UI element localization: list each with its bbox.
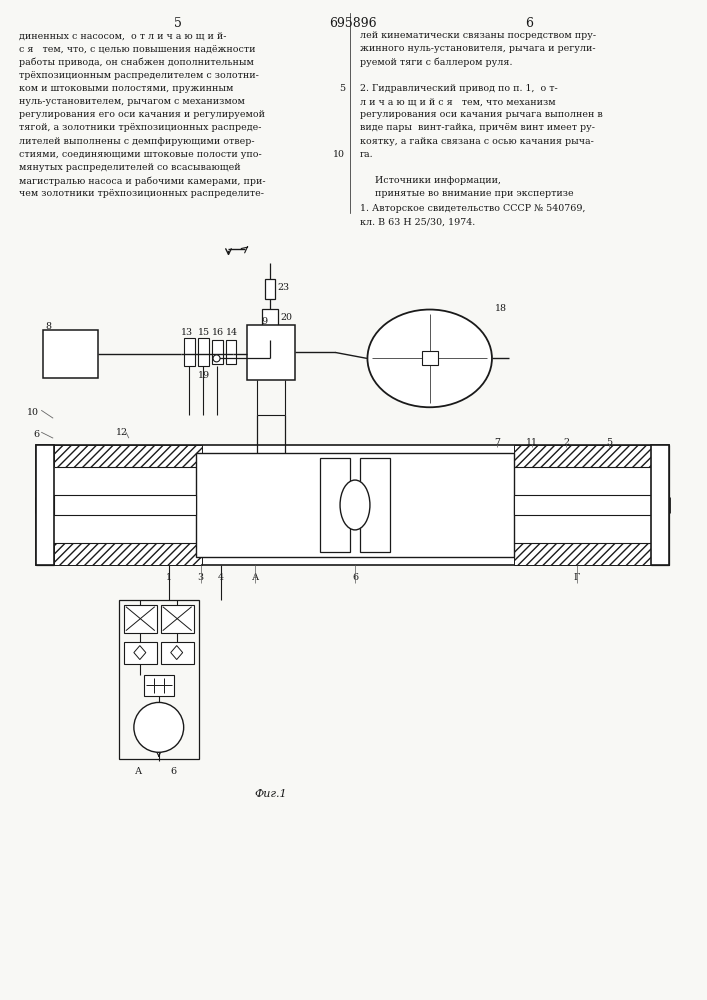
- Circle shape: [134, 702, 184, 752]
- Text: с я   тем, что, с целью повышения надёжности: с я тем, что, с целью повышения надёжнос…: [19, 44, 256, 53]
- Text: 12: 12: [116, 428, 128, 437]
- Text: 13: 13: [181, 328, 193, 337]
- Text: А: А: [135, 767, 143, 776]
- Bar: [119, 600, 199, 759]
- Ellipse shape: [368, 310, 492, 407]
- Text: 1: 1: [165, 573, 172, 582]
- Text: 18: 18: [494, 304, 506, 313]
- Text: кл. В 63 Н 25/30, 1974.: кл. В 63 Н 25/30, 1974.: [360, 218, 475, 227]
- Text: регулирования оси качания рычага выполнен в: регулирования оси качания рычага выполне…: [360, 110, 603, 119]
- Text: коятку, а гайка связана с осью качания рыча-: коятку, а гайка связана с осью качания р…: [360, 137, 594, 146]
- Bar: [184, 338, 194, 366]
- Text: 6: 6: [170, 767, 177, 776]
- Text: чем золотники трёхпозиционных распределите-: чем золотники трёхпозиционных распредели…: [19, 189, 264, 198]
- Text: принятые во внимание при экспертизе: принятые во внимание при экспертизе: [360, 189, 573, 198]
- Text: жинного нуль-установителя, рычага и регули-: жинного нуль-установителя, рычага и регу…: [360, 44, 595, 53]
- Polygon shape: [170, 646, 182, 660]
- Bar: [54, 495, 196, 515]
- Circle shape: [213, 355, 220, 362]
- Bar: [651, 445, 669, 565]
- Text: 23: 23: [277, 283, 289, 292]
- Text: Фиг.1: Фиг.1: [254, 789, 286, 799]
- Bar: [160, 642, 194, 664]
- Bar: [515, 495, 651, 515]
- Bar: [651, 445, 669, 565]
- Bar: [54, 543, 201, 565]
- Text: 4: 4: [218, 573, 223, 582]
- Text: л и ч а ю щ и й с я   тем, что механизм: л и ч а ю щ и й с я тем, что механизм: [360, 97, 556, 106]
- Text: га.: га.: [360, 150, 373, 159]
- Text: 3: 3: [197, 573, 204, 582]
- Text: диненных с насосом,  о т л и ч а ю щ и й-: диненных с насосом, о т л и ч а ю щ и й-: [19, 31, 227, 40]
- Text: 6: 6: [33, 430, 40, 439]
- Text: А: А: [252, 573, 259, 582]
- Bar: [198, 338, 209, 366]
- Text: регулирования его оси качания и регулируемой: регулирования его оси качания и регулиру…: [19, 110, 265, 119]
- Text: мянутых распределителей со всасывающей: мянутых распределителей со всасывающей: [19, 163, 241, 172]
- Text: тягой, а золотники трёхпозиционных распреде-: тягой, а золотники трёхпозиционных распр…: [19, 123, 262, 132]
- Bar: [211, 340, 223, 364]
- Bar: [265, 279, 275, 299]
- Ellipse shape: [340, 480, 370, 530]
- Text: 7: 7: [494, 438, 501, 447]
- Text: Г: Г: [574, 573, 580, 582]
- Bar: [196, 453, 515, 557]
- Text: 2. Гидравлический привод по п. 1,  о т-: 2. Гидравлический привод по п. 1, о т-: [360, 84, 558, 93]
- Text: Источники информации,: Источники информации,: [360, 176, 501, 185]
- Text: лей кинематически связаны посредством пру-: лей кинематически связаны посредством пр…: [360, 31, 596, 40]
- Circle shape: [425, 353, 435, 363]
- Bar: [36, 445, 54, 565]
- Bar: [43, 330, 98, 378]
- Text: 6: 6: [352, 573, 358, 582]
- Text: 19: 19: [198, 371, 210, 380]
- Bar: [515, 467, 651, 543]
- Text: 5: 5: [174, 17, 182, 30]
- Bar: [247, 325, 296, 380]
- Text: 14: 14: [226, 328, 238, 337]
- Text: 6: 6: [525, 17, 533, 30]
- Text: 5: 5: [339, 84, 345, 93]
- Text: 15: 15: [198, 328, 210, 337]
- Text: магистралью насоса и рабочими камерами, при-: магистралью насоса и рабочими камерами, …: [19, 176, 266, 186]
- Text: 1. Авторское свидетельство СССР № 540769,: 1. Авторское свидетельство СССР № 540769…: [360, 204, 585, 213]
- Text: 10: 10: [28, 408, 40, 417]
- Text: 5: 5: [606, 438, 612, 447]
- Bar: [515, 445, 651, 467]
- Bar: [320, 458, 350, 552]
- Polygon shape: [134, 646, 146, 660]
- Text: 8: 8: [45, 322, 51, 331]
- Text: 20: 20: [280, 313, 292, 322]
- Bar: [226, 340, 236, 364]
- Bar: [422, 351, 438, 365]
- Text: руемой тяги с баллером руля.: руемой тяги с баллером руля.: [360, 58, 513, 67]
- Bar: [36, 445, 54, 565]
- Text: 9: 9: [262, 317, 267, 326]
- Text: нуль-установителем, рычагом с механизмом: нуль-установителем, рычагом с механизмом: [19, 97, 245, 106]
- Bar: [262, 309, 279, 340]
- Bar: [36, 445, 669, 565]
- Text: трёхпозиционным распределителем с золотни-: трёхпозиционным распределителем с золотн…: [19, 71, 259, 80]
- Bar: [144, 675, 174, 696]
- Text: 695896: 695896: [329, 17, 377, 30]
- Text: 2: 2: [563, 438, 569, 447]
- Text: 10: 10: [333, 150, 345, 159]
- Text: лителей выполнены с демпфирующими отвер-: лителей выполнены с демпфирующими отвер-: [19, 137, 255, 146]
- Text: стиями, соединяющими штоковые полости упо-: стиями, соединяющими штоковые полости уп…: [19, 150, 262, 159]
- Bar: [124, 642, 157, 664]
- Text: виде пары  винт-гайка, причём винт имеет ру-: виде пары винт-гайка, причём винт имеет …: [360, 123, 595, 132]
- Bar: [160, 605, 194, 633]
- Text: 16: 16: [211, 328, 223, 337]
- Text: 11: 11: [526, 438, 538, 447]
- Text: ком и штоковыми полостями, пружинным: ком и штоковыми полостями, пружинным: [19, 84, 234, 93]
- Bar: [515, 543, 651, 565]
- Bar: [360, 458, 390, 552]
- Bar: [124, 605, 157, 633]
- Bar: [54, 445, 201, 467]
- Bar: [54, 467, 201, 543]
- Text: работы привода, он снабжен дополнительным: работы привода, он снабжен дополнительны…: [19, 58, 255, 67]
